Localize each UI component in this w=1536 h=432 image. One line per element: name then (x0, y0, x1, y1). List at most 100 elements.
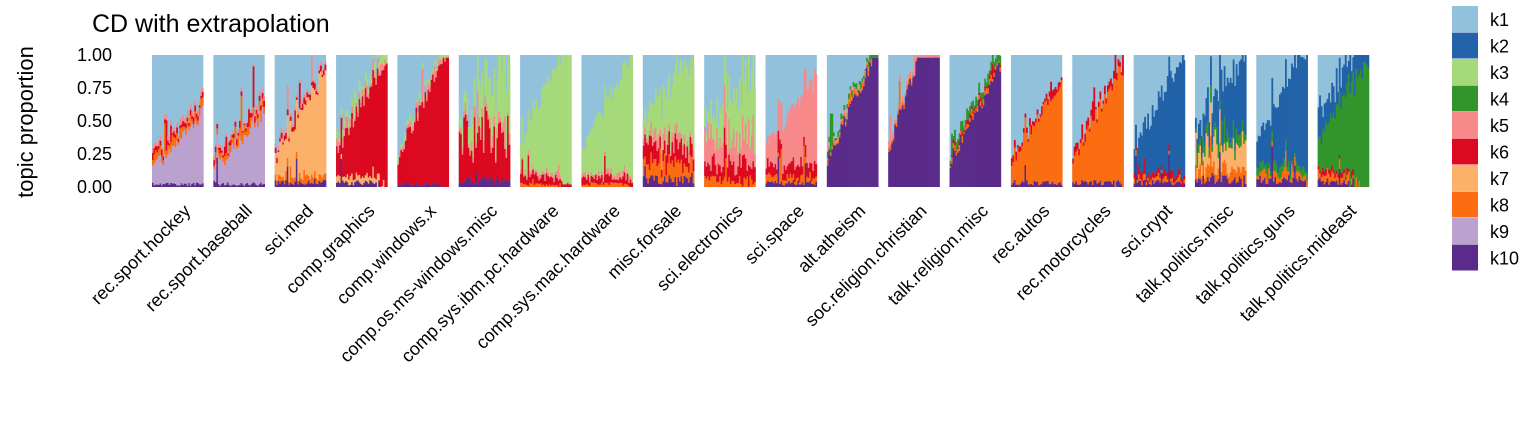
bar-segment-k4 (1257, 168, 1260, 177)
bar-segment-k10 (488, 180, 491, 187)
bar-segment-k10 (688, 182, 690, 187)
bar-segment-k10 (312, 183, 315, 187)
bar-segment-k10 (397, 185, 400, 187)
bar-segment-k5 (797, 98, 800, 165)
bar-segment-k7 (355, 172, 358, 182)
bar-segment-k10 (1337, 184, 1340, 187)
bar-segment-k7 (343, 176, 346, 183)
bar-segment-k2 (1356, 55, 1359, 78)
bar-segment-k6 (729, 160, 732, 184)
bar-segment-k6 (1084, 133, 1087, 143)
bar-segment-k4 (1244, 135, 1247, 141)
bar-segment-k8 (1097, 106, 1100, 183)
bar-segment-k6 (746, 170, 749, 177)
bar-segment-k2 (1207, 87, 1209, 122)
bar-segment-k10 (680, 176, 683, 187)
bar-segment-k10 (967, 127, 970, 187)
bar-segment-k4 (1223, 117, 1226, 144)
bar-segment-k5 (232, 130, 235, 134)
bar-segment-k6 (1337, 174, 1340, 178)
bar-segment-k10 (990, 80, 993, 187)
bar-segment-k2 (1353, 55, 1356, 96)
bar-segment-k6 (753, 167, 756, 183)
bar-segment-k6 (582, 176, 585, 185)
bar-segment-k6 (321, 74, 324, 78)
bar-segment-k10 (349, 184, 352, 187)
bar-segment-k8 (744, 179, 747, 187)
bar-segment-k8 (608, 185, 611, 187)
bar-segment-k7 (1202, 152, 1205, 161)
bar-segment-k4 (1292, 166, 1295, 172)
bar-segment-k5 (336, 138, 338, 147)
bar-segment-k8 (255, 113, 258, 121)
bar-segment-k4 (1304, 171, 1307, 175)
bar-segment-k10 (837, 143, 840, 187)
bar-segment-k4 (1347, 74, 1350, 169)
bar-segment-k8 (1012, 161, 1015, 183)
bar-segment-k8 (645, 164, 648, 179)
bar-segment-k5 (521, 157, 524, 160)
bar-segment-k10 (912, 77, 915, 187)
bar-segment-k8 (592, 182, 594, 187)
bar-segment-k5 (596, 174, 599, 180)
bar-segment-k5 (607, 167, 609, 174)
bar-segment-k3 (617, 86, 620, 174)
bar-segment-k8 (628, 185, 631, 187)
bar-segment-k8 (1235, 172, 1238, 184)
bar-segment-k2 (1200, 136, 1203, 158)
bar-segment-k6 (1045, 93, 1048, 101)
bar-segment-k4 (863, 75, 865, 79)
bar-segment-k10 (671, 182, 674, 187)
bar-segment-k10 (1271, 146, 1274, 187)
bar-segment-k10 (1039, 184, 1042, 187)
bar-segment-k9 (167, 154, 169, 183)
bar-segment-k8 (1116, 80, 1118, 182)
bar-segment-k5 (753, 153, 756, 168)
legend-swatch-k10 (1452, 244, 1478, 271)
bar-segment-k8 (216, 128, 219, 135)
bar-segment-k7 (321, 77, 324, 178)
bar-segment-k10 (415, 182, 418, 187)
bar-segment-k7 (301, 109, 304, 180)
bar-segment-k10 (249, 185, 252, 187)
bar-segment-k2 (1322, 117, 1324, 129)
bar-segment-k5 (536, 171, 539, 177)
bar-segment-k6 (605, 174, 608, 183)
bar-segment-k5 (644, 127, 647, 135)
bar-segment-k4 (1278, 167, 1281, 179)
bar-segment-k5 (370, 83, 373, 87)
bar-segment-k5 (589, 178, 591, 183)
bar-segment-k5 (705, 142, 708, 167)
bar-segment-k2 (1220, 69, 1223, 121)
bar-segment-k10 (797, 180, 800, 187)
bar-segment-k10 (1059, 182, 1062, 187)
bar-segment-k5 (559, 174, 562, 180)
bar-segment-k8 (738, 175, 741, 187)
bar-segment-k6 (152, 152, 154, 160)
bar-segment-k6 (1010, 158, 1013, 166)
bar-segment-k5 (843, 110, 846, 114)
bar-segment-k2 (1266, 120, 1269, 169)
bar-segment-k5 (186, 110, 189, 118)
bar-segment-k6 (978, 92, 981, 96)
bar-segment-k10 (1106, 181, 1109, 187)
bar-segment-k5 (544, 174, 547, 181)
bar-segment-k10 (1292, 177, 1295, 187)
bar-segment-k10 (162, 183, 165, 187)
bar-segment-k8 (626, 184, 629, 187)
bar-segment-k8 (589, 185, 591, 187)
bar-segment-k6 (688, 163, 690, 173)
bar-segment-k10 (301, 183, 304, 187)
bar-segment-k8 (1026, 132, 1028, 181)
bar-segment-k10 (179, 185, 181, 187)
bar-segment-k10 (183, 183, 186, 187)
bar-segment-k3 (414, 115, 416, 121)
bar-segment-k3 (645, 123, 648, 138)
bar-segment-k3 (726, 109, 729, 154)
bar-segment-k8 (1022, 132, 1025, 183)
bar-segment-k10 (847, 106, 850, 187)
bar-segment-k10 (1338, 169, 1341, 187)
bar-segment-k10 (997, 62, 1000, 187)
bar-segment-k7 (1240, 146, 1243, 173)
bar-segment-k3 (427, 79, 430, 84)
